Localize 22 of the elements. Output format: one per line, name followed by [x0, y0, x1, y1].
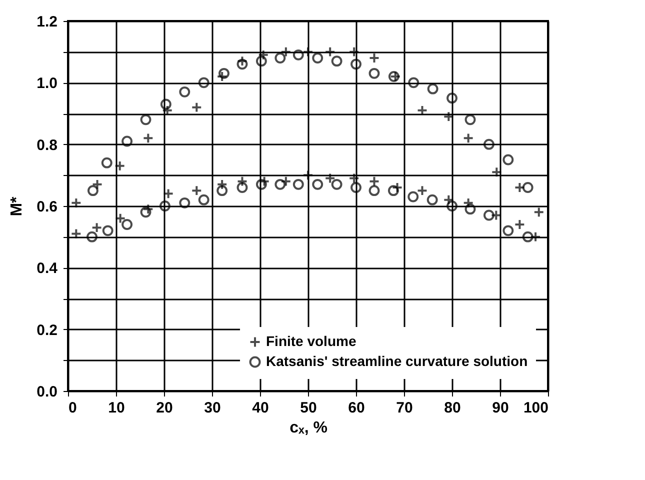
x-tick-label: 80 [444, 400, 461, 416]
y-tick-label: 0.0 [36, 384, 58, 400]
y-tick-label: 0.4 [36, 260, 58, 278]
x-tick-label: 30 [204, 400, 221, 416]
y-tick-label: 1.2 [36, 14, 58, 30]
x-axis-title: cₓ, % [290, 420, 328, 436]
x-tick-label: 60 [348, 400, 365, 416]
legend-label: Katsanis' streamline curvature solution [266, 353, 528, 369]
x-tick-label: 0 [68, 400, 77, 416]
x-tick-label: 90 [492, 400, 509, 416]
y-tick-label: 1.0 [36, 75, 58, 92]
y-tick-label: 0.2 [36, 322, 58, 339]
x-tick-label: 100 [523, 400, 548, 416]
x-tick-label: 50 [300, 400, 317, 416]
x-tick-label: 10 [108, 400, 125, 416]
y-axis-title: M* [8, 196, 26, 216]
legend-label: Finite volume [266, 333, 356, 349]
x-tick-label: 20 [156, 400, 173, 416]
y-tick-label: 0.6 [36, 198, 58, 216]
x-tick-label: 70 [396, 400, 413, 416]
x-tick-label: 40 [252, 400, 269, 416]
y-tick-label: 0.8 [36, 136, 58, 154]
